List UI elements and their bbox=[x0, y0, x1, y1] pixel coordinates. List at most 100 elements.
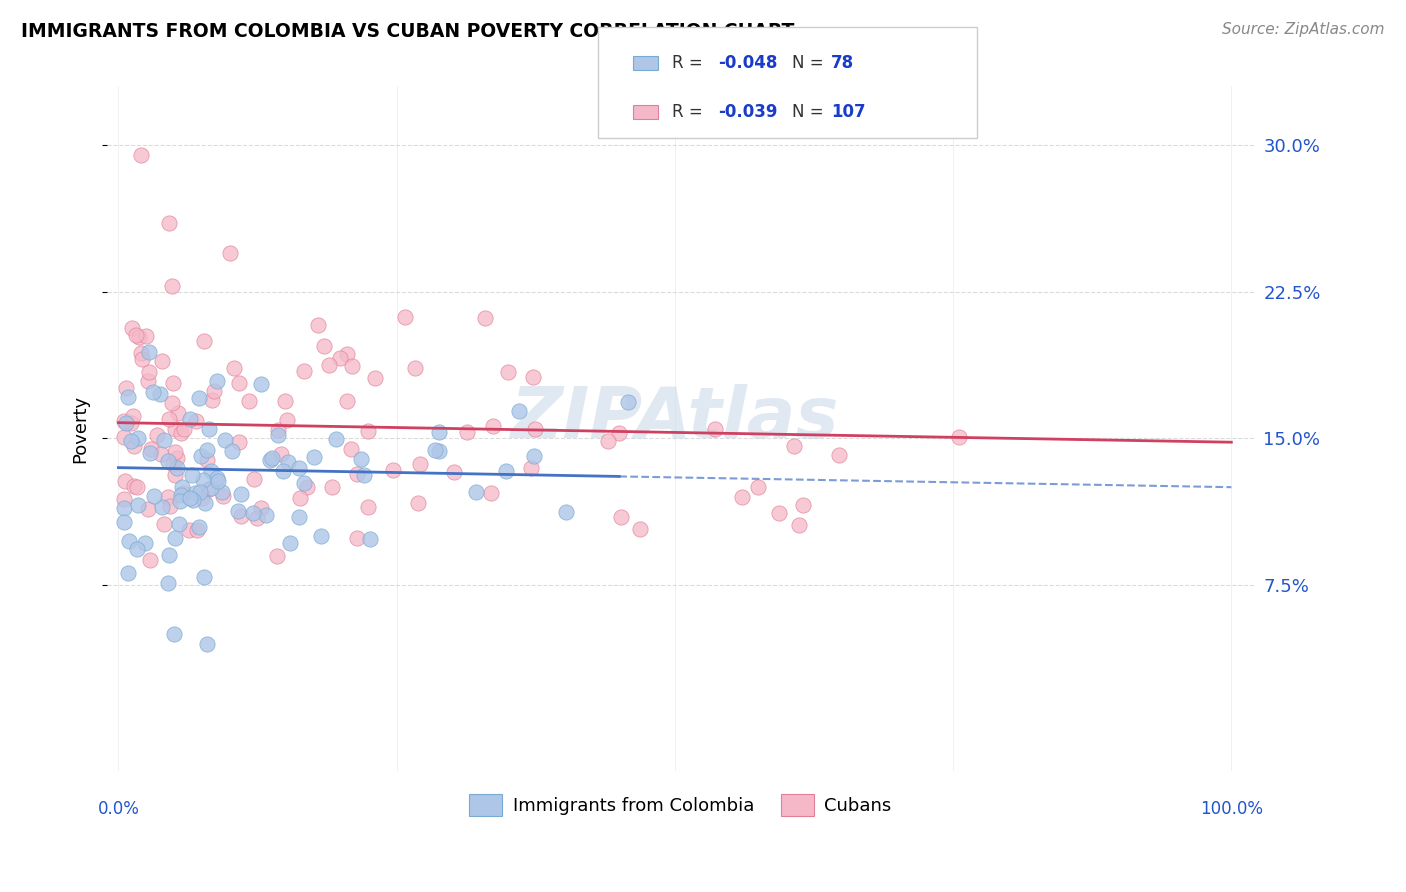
Point bbox=[607, 426, 630, 441]
Point bbox=[307, 318, 329, 332]
Point bbox=[156, 453, 179, 467]
Point bbox=[120, 416, 142, 430]
Point bbox=[200, 464, 222, 478]
Point bbox=[127, 432, 149, 446]
Point bbox=[167, 516, 190, 531]
Point bbox=[266, 423, 288, 437]
Point bbox=[179, 523, 201, 537]
Point bbox=[318, 358, 340, 372]
Point bbox=[336, 347, 359, 361]
Point bbox=[120, 434, 142, 448]
Point bbox=[394, 310, 416, 325]
Point bbox=[768, 507, 790, 521]
Point bbox=[427, 443, 450, 458]
Point bbox=[162, 395, 184, 409]
Point bbox=[150, 354, 173, 368]
Point bbox=[122, 440, 145, 454]
Point bbox=[783, 439, 806, 453]
Point bbox=[474, 311, 496, 326]
Point bbox=[112, 491, 135, 506]
Point bbox=[114, 381, 136, 395]
Point bbox=[181, 493, 204, 508]
Point bbox=[190, 485, 212, 500]
Point bbox=[138, 345, 160, 359]
Point bbox=[162, 376, 184, 391]
Point bbox=[350, 452, 373, 467]
Point bbox=[163, 627, 186, 641]
Point bbox=[353, 467, 375, 482]
Point bbox=[246, 510, 269, 524]
Point bbox=[121, 409, 143, 424]
Point bbox=[156, 575, 179, 590]
Point bbox=[136, 374, 159, 388]
Point bbox=[118, 533, 141, 548]
Point bbox=[523, 449, 546, 463]
Point bbox=[169, 488, 191, 502]
Point bbox=[329, 351, 352, 365]
Point bbox=[198, 482, 221, 496]
Point bbox=[496, 365, 519, 379]
Point bbox=[250, 500, 273, 515]
Point bbox=[266, 428, 288, 442]
Y-axis label: Poverty: Poverty bbox=[72, 394, 89, 463]
Point bbox=[112, 515, 135, 529]
Point bbox=[202, 384, 225, 398]
Point bbox=[238, 393, 260, 408]
Point bbox=[152, 516, 174, 531]
Point bbox=[193, 334, 215, 349]
Point bbox=[596, 434, 619, 448]
Point bbox=[139, 553, 162, 567]
Point bbox=[479, 486, 502, 500]
Point bbox=[731, 491, 754, 505]
Point bbox=[114, 474, 136, 488]
Point bbox=[186, 523, 208, 537]
Text: 100.0%: 100.0% bbox=[1199, 800, 1263, 818]
Point bbox=[163, 422, 186, 436]
Point bbox=[382, 463, 405, 477]
Point bbox=[121, 321, 143, 335]
Point bbox=[190, 491, 212, 506]
Point bbox=[250, 376, 273, 391]
Point bbox=[321, 480, 343, 494]
Point bbox=[211, 489, 233, 503]
Text: R =: R = bbox=[672, 103, 709, 121]
Point bbox=[273, 464, 295, 478]
Point bbox=[292, 364, 315, 378]
Point bbox=[628, 522, 651, 536]
Point bbox=[150, 500, 173, 515]
Point bbox=[523, 421, 546, 435]
Point bbox=[342, 359, 364, 374]
Point bbox=[170, 426, 193, 441]
Point bbox=[191, 473, 214, 487]
Legend: Immigrants from Colombia, Cubans: Immigrants from Colombia, Cubans bbox=[463, 787, 898, 823]
Point bbox=[229, 487, 252, 501]
Point bbox=[195, 453, 218, 467]
Point bbox=[162, 457, 184, 471]
Point bbox=[187, 520, 209, 534]
Point bbox=[228, 435, 250, 450]
Point bbox=[429, 425, 451, 439]
Point bbox=[136, 502, 159, 516]
Point bbox=[443, 465, 465, 479]
Point bbox=[260, 451, 283, 466]
Point bbox=[207, 374, 229, 388]
Point bbox=[339, 442, 361, 456]
Point bbox=[149, 386, 172, 401]
Point bbox=[139, 446, 162, 460]
Point bbox=[157, 548, 180, 562]
Point bbox=[179, 411, 201, 425]
Point bbox=[188, 392, 211, 406]
Point bbox=[194, 495, 217, 509]
Point bbox=[141, 442, 163, 456]
Point bbox=[522, 369, 544, 384]
Point bbox=[792, 499, 814, 513]
Point bbox=[172, 480, 194, 494]
Point bbox=[423, 442, 446, 457]
Point bbox=[278, 536, 301, 550]
Point bbox=[112, 430, 135, 444]
Point bbox=[159, 499, 181, 513]
Point bbox=[222, 360, 245, 375]
Point bbox=[610, 509, 633, 524]
Point bbox=[408, 457, 430, 471]
Point bbox=[201, 392, 224, 407]
